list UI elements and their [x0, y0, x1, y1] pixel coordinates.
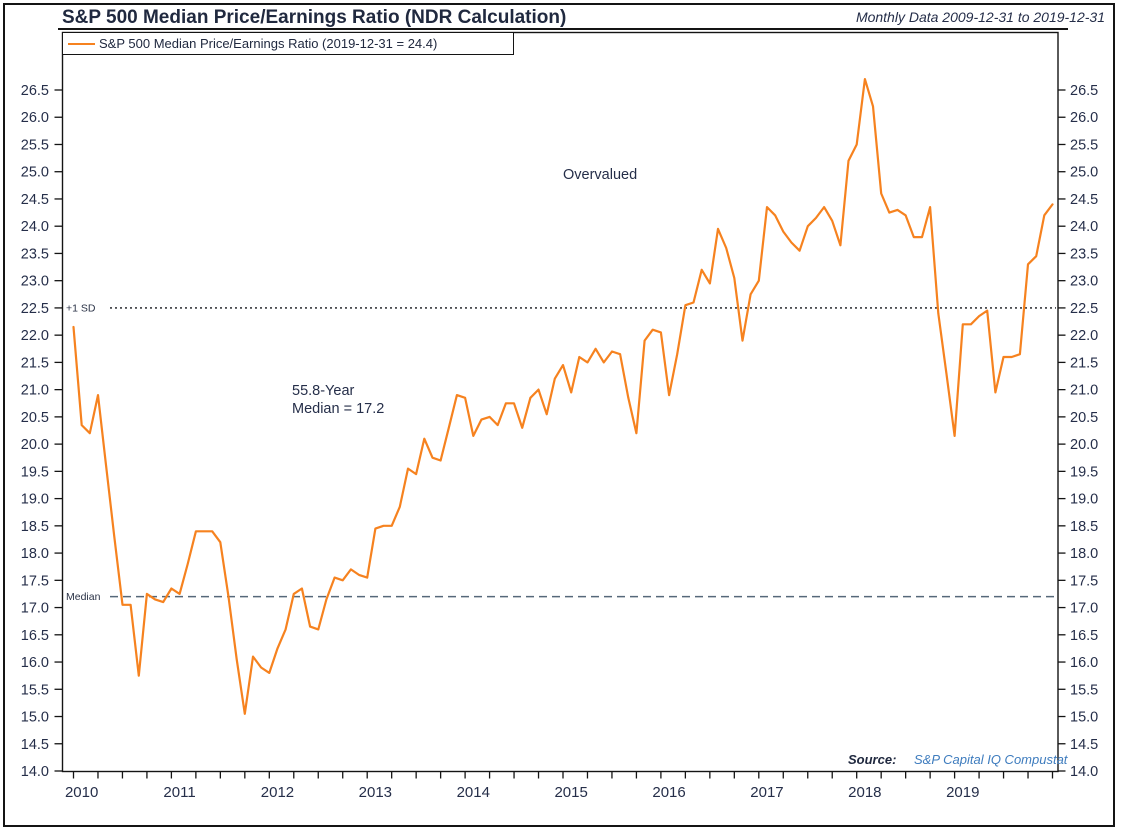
y-tick-label: 17.5 [21, 573, 49, 589]
y-tick-label: 15.5 [1070, 682, 1098, 698]
y-tick-label: 15.5 [21, 682, 49, 698]
overvalued-annotation: Overvalued [563, 167, 637, 183]
y-tick-label: 26.0 [1070, 110, 1098, 126]
y-tick-label: 14.5 [1070, 737, 1098, 753]
x-tick-label: 2011 [163, 784, 195, 801]
x-tick-label: 2014 [457, 784, 490, 801]
y-tick-label: 20.5 [1070, 410, 1098, 426]
y-tick-label: 23.5 [21, 246, 49, 262]
median-line-label: Median [66, 591, 101, 603]
median-note-line2: Median = 17.2 [292, 401, 384, 417]
y-tick-label: 25.5 [1070, 137, 1098, 153]
y-tick-label: 18.0 [1070, 546, 1098, 562]
y-tick-label: 21.0 [21, 383, 49, 399]
y-tick-label: 25.0 [1070, 165, 1098, 181]
x-tick-label: 2010 [65, 784, 98, 801]
y-tick-label: 24.0 [21, 219, 49, 235]
y-tick-label: 25.5 [21, 137, 49, 153]
y-axis-left: 14.0 14.5 15.0 15.5 16.0 16.5 17.0 17.5 18.0 18.5… [21, 83, 63, 780]
y-tick-label: 22.0 [1070, 328, 1098, 344]
y-tick-label: 16.0 [1070, 655, 1098, 671]
y-tick-label: 22.5 [1070, 301, 1098, 317]
y-tick-label: 19.5 [1070, 464, 1098, 480]
legend-box: S&P 500 Median Price/Earnings Ratio (201… [62, 32, 514, 55]
y-tick-label: 24.0 [1070, 219, 1098, 235]
x-tick-label: 2016 [652, 784, 685, 801]
legend-label: S&P 500 Median Price/Earnings Ratio (201… [99, 36, 438, 51]
y-tick-label: 18.5 [21, 519, 49, 535]
y-tick-label: 22.5 [21, 301, 49, 317]
y-tick-label: 17.0 [1070, 601, 1098, 617]
y-tick-label: 15.0 [21, 710, 49, 726]
x-tick-label: 2019 [946, 784, 979, 801]
y-tick-label: 23.0 [21, 274, 49, 290]
y-tick-label: 17.5 [1070, 573, 1098, 589]
y-tick-label: 16.0 [21, 655, 49, 671]
y-tick-label: 18.5 [1070, 519, 1098, 535]
source-label: Source: [848, 752, 896, 767]
x-tick-label: 2012 [261, 784, 294, 801]
y-axis-right: 14.0 14.5 15.0 15.5 16.0 16.5 17.0 17.5 18.0 18.5… [1058, 83, 1098, 780]
date-range-subtitle: Monthly Data 2009-12-31 to 2019-12-31 [855, 9, 1105, 25]
y-tick-label: 23.0 [1070, 274, 1098, 290]
reference-lines [110, 307, 1056, 598]
source-name: S&P Capital IQ Compustat [914, 752, 1069, 767]
outer-frame [3, 3, 1115, 827]
x-tick-label: 2017 [750, 784, 783, 801]
y-tick-label: 26.0 [21, 110, 49, 126]
page-title: S&P 500 Median Price/Earnings Ratio (NDR… [62, 7, 567, 28]
title-underline [58, 28, 1068, 30]
y-tick-label: 19.5 [21, 464, 49, 480]
y-tick-label: 14.0 [21, 764, 49, 780]
plus1sd-line-label: +1 SD [66, 302, 96, 314]
y-tick-label: 16.5 [21, 628, 49, 644]
y-tick-label: 24.5 [1070, 192, 1098, 208]
y-tick-label: 18.0 [21, 546, 49, 562]
y-tick-label: 19.0 [21, 492, 49, 508]
y-tick-label: 26.5 [21, 83, 49, 99]
y-tick-label: 24.5 [21, 192, 49, 208]
y-tick-label: 14.5 [21, 737, 49, 753]
y-tick-label: 21.0 [1070, 383, 1098, 399]
y-tick-label: 25.0 [21, 165, 49, 181]
x-axis: 2010 2011 2012 2013 2014 2015 2016 2017 2018 2019 [65, 771, 1054, 801]
y-tick-label: 17.0 [21, 601, 49, 617]
y-tick-label: 21.5 [1070, 355, 1098, 371]
x-tick-label: 2013 [359, 784, 392, 801]
y-tick-label: 26.5 [1070, 83, 1098, 99]
y-tick-label: 23.5 [1070, 246, 1098, 262]
y-tick-label: 19.0 [1070, 492, 1098, 508]
y-tick-label: 16.5 [1070, 628, 1098, 644]
y-tick-label: 21.5 [21, 355, 49, 371]
legend-line-swatch [68, 42, 95, 45]
y-tick-label: 20.0 [1070, 437, 1098, 453]
plot-border [61, 31, 1059, 773]
y-tick-label: 14.0 [1070, 764, 1098, 780]
x-tick-label: 2015 [554, 784, 587, 801]
y-tick-label: 22.0 [21, 328, 49, 344]
pe-ratio-series-line [72, 77, 1054, 715]
x-tick-label: 2018 [848, 784, 881, 801]
y-tick-label: 15.0 [1070, 710, 1098, 726]
y-tick-label: 20.0 [21, 437, 49, 453]
y-tick-label: 20.5 [21, 410, 49, 426]
median-note-line1: 55.8-Year [292, 383, 355, 399]
